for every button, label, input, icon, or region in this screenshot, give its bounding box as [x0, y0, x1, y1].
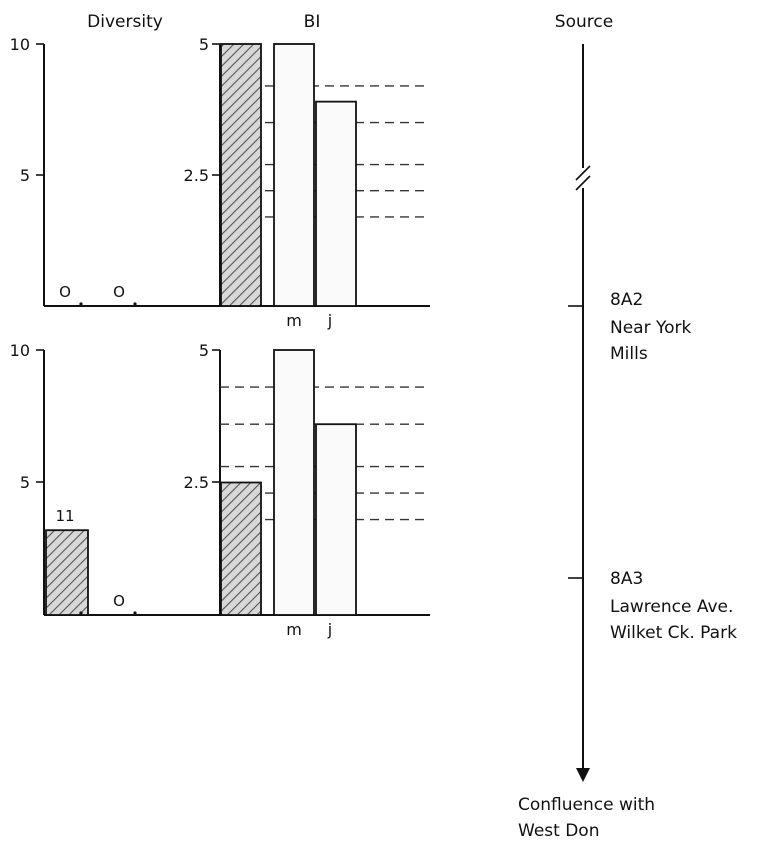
- lower-div-tick-label-10: 10: [10, 341, 30, 360]
- stream-diagram: 8A2 Near York Mills 8A3 Lawrence Ave. Wi…: [518, 44, 737, 841]
- diversity-header: Diversity: [87, 12, 163, 32]
- upper-diversity-value-label-1: O: [59, 283, 71, 301]
- lower-diversity-dot-2: [133, 611, 137, 615]
- upper-bi-category-label-m: m: [286, 311, 302, 330]
- upper-bi-bar-2: [273, 43, 315, 307]
- lower-bi-tick-label-5: 5: [199, 341, 209, 360]
- station-8a2-line2: Mills: [610, 344, 648, 364]
- confluence-label-line1: Confluence with: [518, 795, 655, 815]
- source-header: Source: [555, 12, 613, 32]
- lower-diversity-value-label-1: 11: [55, 507, 74, 525]
- upper-bi-tick-label-2-5: 2.5: [184, 166, 209, 185]
- lower-bi-category-label-j: j: [327, 620, 332, 639]
- lower-div-tick-label-5: 5: [20, 473, 30, 492]
- lower-bi-bar-3: [315, 423, 357, 616]
- confluence-label-line2: West Don: [518, 821, 599, 841]
- lower-diversity-dot-1: [79, 611, 83, 615]
- upper-diversity-dot-2: [133, 302, 137, 306]
- station-8a2-code: 8A2: [610, 290, 643, 310]
- lower-bi-bar-2: [273, 349, 315, 616]
- lower-bi-category-label-m: m: [286, 620, 302, 639]
- upper-diversity-value-label-2: O: [113, 283, 125, 301]
- station-8a3-line1: Lawrence Ave.: [610, 597, 733, 617]
- lower-bi-bar-1: [220, 481, 262, 616]
- station-8a3-code: 8A3: [610, 569, 643, 589]
- lower-diversity-bar-1: [45, 529, 89, 616]
- upper-div-tick-label-10: 10: [10, 35, 30, 54]
- axis-break-icon: [575, 165, 591, 191]
- upper-bi-category-label-j: j: [327, 311, 332, 330]
- upper-diversity-dot-1: [79, 302, 83, 306]
- station-8a2-line1: Near York: [610, 318, 692, 338]
- bi-header: BI: [304, 12, 321, 32]
- lower-diversity-value-label-2: O: [113, 592, 125, 610]
- upper-bi-bar-1: [220, 43, 262, 307]
- station-8a3-line2: Wilket Ck. Park: [610, 623, 737, 643]
- arrow-down-icon: [576, 768, 590, 782]
- upper-bi-tick-label-5: 5: [199, 35, 209, 54]
- lower-bi-tick-label-2-5: 2.5: [184, 473, 209, 492]
- upper-bi-bar-3: [315, 100, 357, 307]
- upper-div-tick-label-5: 5: [20, 166, 30, 185]
- lower-diversity-bars: 11 O: [45, 507, 137, 616]
